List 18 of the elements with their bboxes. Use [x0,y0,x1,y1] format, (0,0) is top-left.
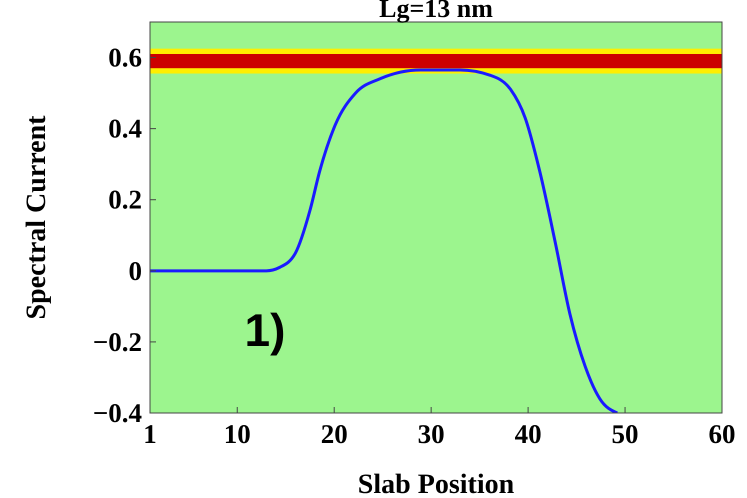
line-series [150,68,619,413]
y-tick-label: −0.2 [92,326,142,357]
y-axis-title: Spectral Current [21,114,52,320]
x-tick-label: 40 [514,419,542,449]
y-tick-label: 0.4 [108,114,142,144]
y-tick-label: 0.6 [108,42,142,73]
annotation: 1) [244,304,286,356]
x-tick-label: 50 [612,419,639,449]
x-tick-label: 1 [143,419,157,449]
x-tick-label: 30 [418,419,445,449]
x-tick-label: 20 [320,419,348,449]
y-tick-label: 0.2 [108,184,142,215]
x-tick-label: 10 [224,419,251,449]
x-tick-label: 60 [708,419,736,449]
y-tick-label: −0.4 [92,398,142,428]
chart-title: Lg=13 nm [379,0,494,23]
y-tick-label: 0 [128,256,142,286]
x-axis-title: Slab Position [358,469,515,498]
